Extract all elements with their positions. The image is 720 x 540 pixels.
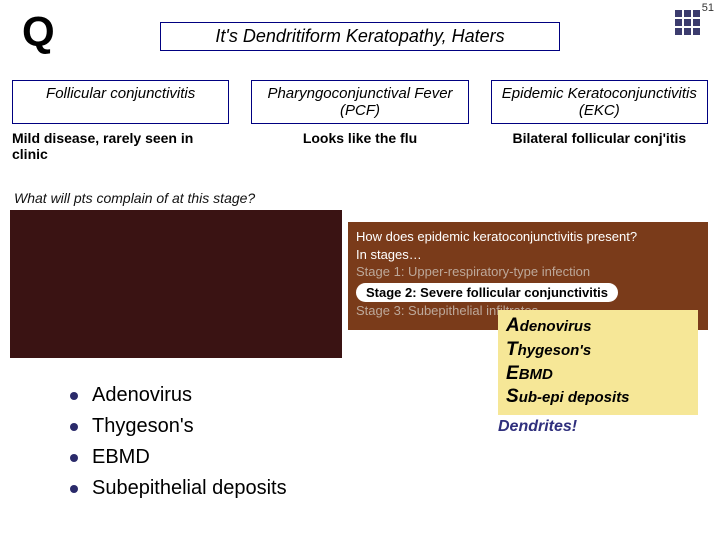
bullet-icon (70, 454, 78, 462)
col-header-3: Epidemic Keratoconjunctivitis (EKC) (491, 80, 708, 124)
corner-decoration (675, 10, 700, 35)
stages-intro: In stages… (356, 246, 700, 264)
mnemonic-item: Thygeson's (506, 338, 690, 362)
bullet-icon (70, 423, 78, 431)
mnemonic-rest: ub-epi deposits (519, 389, 630, 406)
mnemonic-lead: E (506, 363, 519, 384)
list-text: EBMD (92, 442, 150, 473)
col-header-1: Follicular conjunctivitis (12, 80, 229, 124)
main-list: Adenovirus Thygeson's EBMD Subepithelial… (70, 380, 287, 504)
stages-question: How does epidemic keratoconjunctivitis p… (356, 228, 700, 246)
slide-letter: Q (22, 8, 55, 56)
mnemonic-item: Sub-epi deposits (506, 385, 690, 409)
mnemonic-rest: denovirus (520, 318, 592, 335)
mnemonic-lead: T (506, 339, 518, 360)
desc-row: Mild disease, rarely seen in clinic Look… (12, 130, 708, 162)
list-item: EBMD (70, 442, 287, 473)
stage-2-highlight: Stage 2: Severe follicular conjunctiviti… (356, 283, 618, 303)
question-text: What will pts complain of at this stage? (14, 190, 255, 206)
bullet-icon (70, 392, 78, 400)
stage-3-label: Stage 3: (356, 303, 408, 318)
stage-1: Stage 1: Upper-respiratory-type infectio… (356, 263, 700, 281)
header-row: Follicular conjunctivitis Pharyngoconjun… (12, 80, 708, 124)
list-item: Thygeson's (70, 411, 287, 442)
mnemonic-lead: S (506, 386, 519, 407)
bullet-icon (70, 485, 78, 493)
desc-2: Looks like the flu (251, 130, 468, 162)
dendrites-label: Dendrites! (498, 418, 577, 436)
list-item: Subepithelial deposits (70, 473, 287, 504)
desc-1: Mild disease, rarely seen in clinic (12, 130, 229, 162)
list-item: Adenovirus (70, 380, 287, 411)
list-text: Thygeson's (92, 411, 194, 442)
mnemonic-rest: BMD (519, 366, 553, 383)
page-number: 51 (702, 2, 714, 14)
mnemonic-lead: A (506, 315, 520, 336)
list-text: Subepithelial deposits (92, 473, 287, 504)
desc-3: Bilateral follicular conj'itis (491, 130, 708, 162)
mnemonic-box: Adenovirus Thygeson's EBMD Sub-epi depos… (498, 310, 698, 415)
list-text: Adenovirus (92, 380, 192, 411)
dark-background-block (10, 210, 342, 358)
mnemonic-item: EBMD (506, 362, 690, 386)
col-header-2: Pharyngoconjunctival Fever (PCF) (251, 80, 468, 124)
mnemonic-rest: hygeson's (518, 342, 592, 359)
mnemonic-item: Adenovirus (506, 314, 690, 338)
slide-title: It's Dendritiform Keratopathy, Haters (160, 22, 560, 51)
